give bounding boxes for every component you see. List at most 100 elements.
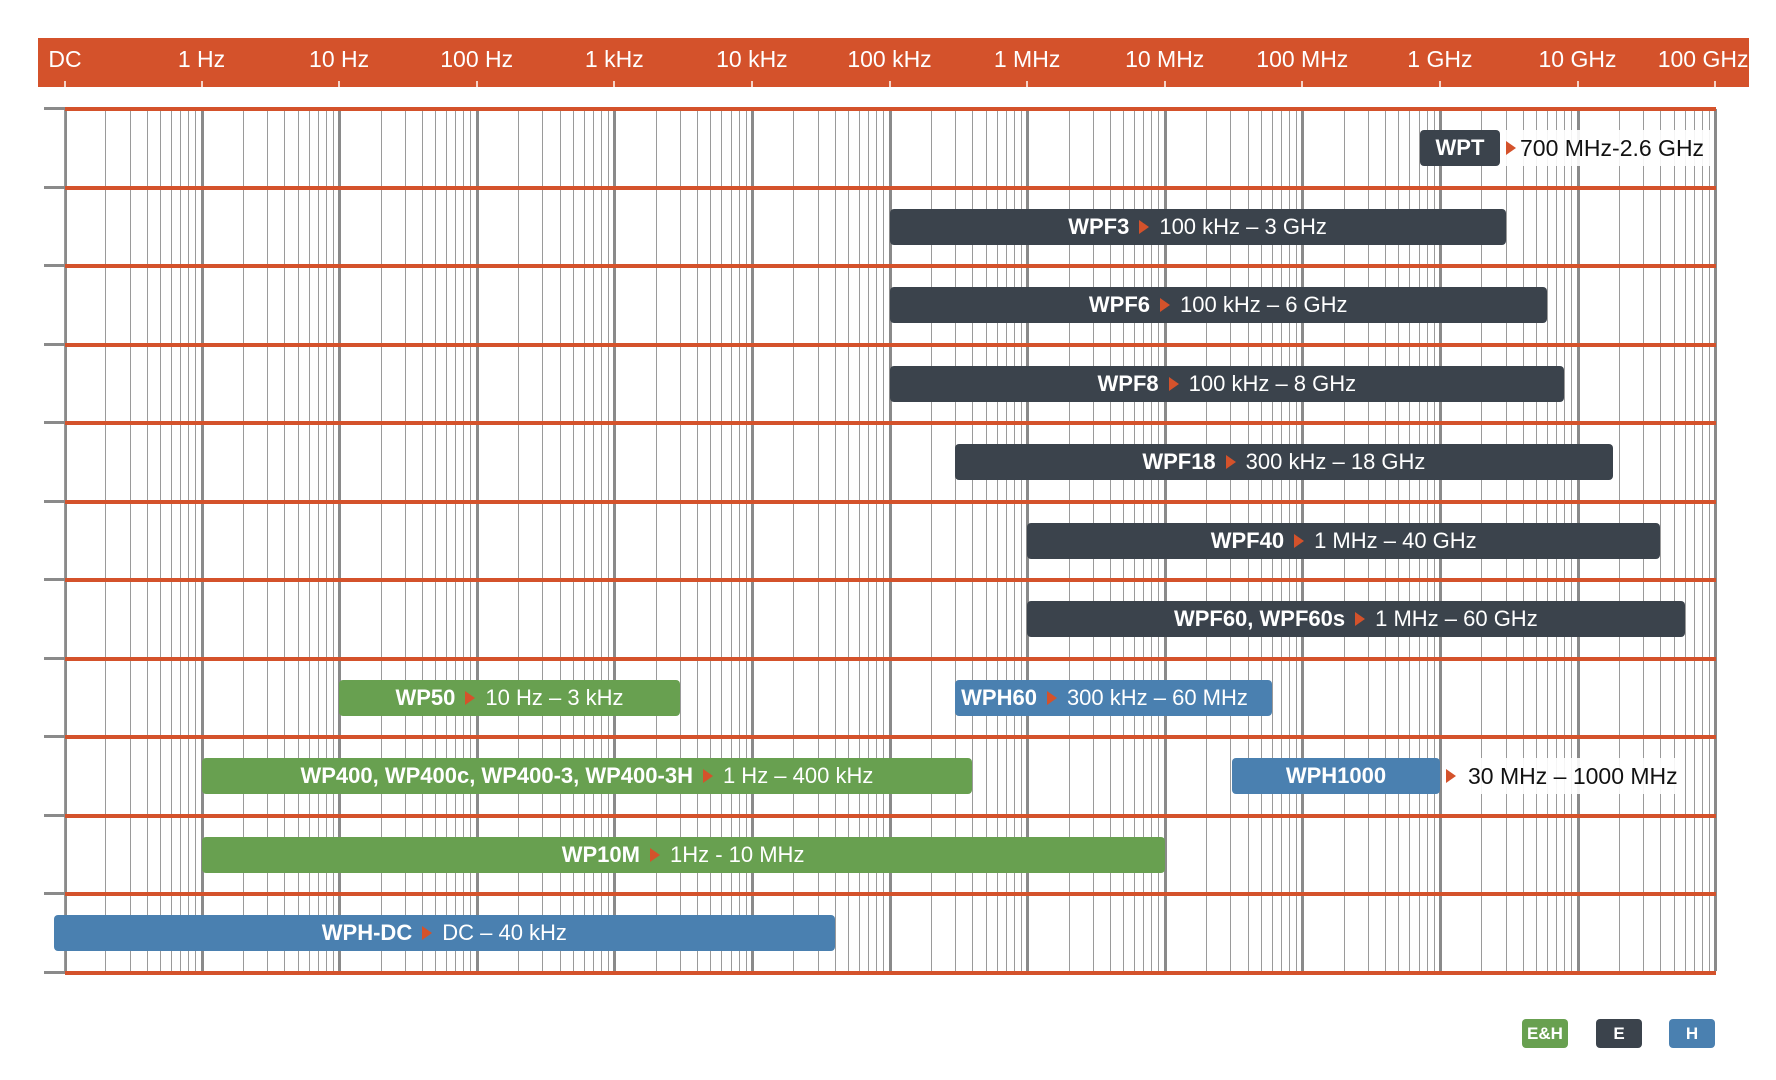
arrow-icon [1355, 612, 1366, 627]
grid-vertical-line [160, 109, 162, 971]
axis-tick-mark [613, 81, 616, 87]
axis-tick-mark [338, 81, 341, 87]
row-tick [44, 656, 65, 660]
grid-vertical-line [1708, 109, 1710, 971]
bar-range: 10 Hz – 3 kHz [485, 684, 624, 710]
bar-name: WPT [1435, 135, 1485, 161]
axis-tick-mark [1026, 81, 1029, 87]
axis-tick-mark [475, 81, 478, 87]
grid-row-divider [65, 735, 1716, 739]
bar-wpf60-wpf60s: WPF60, WPF60s 1 MHz – 60 GHz [1027, 601, 1685, 638]
bar-name: WP50 [395, 684, 456, 710]
grid-row-divider [65, 892, 1716, 896]
row-tick [44, 107, 65, 110]
row-tick [44, 970, 65, 974]
bar-wp400-wp400c-wp400-3-wp400-3h: WP400, WP400c, WP400-3, WP400-3H 1 Hz – 4… [201, 758, 973, 795]
grid-vertical-line [63, 109, 65, 971]
bar-wpf8: WPF8 100 kHz – 8 GHz [889, 365, 1565, 402]
bar-name: WPF40 [1210, 527, 1285, 553]
bar-range: 1 MHz – 40 GHz [1314, 527, 1477, 553]
axis-tick-mark [64, 81, 66, 87]
bar-wp50: WP50 10 Hz – 3 kHz [339, 679, 680, 716]
bar-name: WP400, WP400c, WP400-3, WP400-3H [300, 763, 693, 789]
axis-tick-label: 100 kHz [847, 46, 932, 72]
row-tick [44, 421, 65, 424]
row-tick [44, 735, 65, 738]
arrow-icon [422, 926, 433, 941]
bar-wpf40: WPF40 1 MHz – 40 GHz [1027, 522, 1661, 559]
legend-eh: E&H [1522, 1019, 1568, 1048]
row-tick [44, 578, 65, 581]
bar-range: 1 Hz – 400 kHz [722, 763, 874, 789]
bar-name: WPF8 [1097, 370, 1159, 396]
bar-range: 100 kHz – 6 GHz [1180, 292, 1348, 318]
bar-name: WPF3 [1068, 213, 1130, 239]
axis-tick-mark [200, 81, 203, 87]
grid-vertical-line [129, 109, 131, 971]
bar-wph60: WPH60 300 kHz – 60 MHz [955, 679, 1272, 716]
grid-vertical-line [146, 109, 148, 971]
axis-tick-label: 1 MHz [993, 46, 1061, 72]
grid-vertical-line [170, 109, 172, 971]
arrow-icon [649, 847, 660, 862]
grid-row-divider [65, 421, 1716, 425]
frequency-axis-header: DC 1 Hz 10 Hz 100 Hz 1 kHz 10 kHz 100 kHz 1 MHz… [38, 38, 1749, 87]
axis-tick-label: 100 Hz [440, 46, 514, 72]
bar-range: 100 kHz – 3 GHz [1159, 213, 1327, 239]
axis-tick-label: 1 Hz [177, 46, 226, 72]
grid-vertical-line [1693, 109, 1695, 971]
legend-e: E [1596, 1019, 1642, 1048]
axis-tick-mark [1714, 81, 1717, 87]
axis-tick-label: 1 GHz [1407, 46, 1473, 72]
grid-row-divider [65, 342, 1716, 347]
arrow-icon [465, 690, 476, 705]
arrow-icon [1046, 690, 1057, 705]
bar-range: DC – 40 kHz [442, 920, 567, 946]
axis-tick-label: 1 kHz [584, 46, 644, 72]
row-tick [44, 342, 65, 346]
bar-range: 100 kHz – 8 GHz [1188, 370, 1357, 396]
bar-wph-dc: WPH-DC DC – 40 kHz [54, 915, 835, 952]
grid-vertical-line [188, 109, 190, 971]
bar-name: WPH-DC [321, 920, 413, 946]
row-tick [44, 813, 65, 817]
bar-range-label: 700 MHz-2.6 GHz [1502, 130, 1711, 167]
grid-row-divider [65, 578, 1716, 582]
grid-row-divider [65, 656, 1716, 661]
grid-row-divider [65, 499, 1716, 504]
row-tick [44, 499, 65, 503]
bar-wph1000: WPH1000 [1232, 758, 1440, 795]
row-tick [44, 892, 65, 895]
bar-name: WPH1000 [1285, 763, 1387, 789]
arrow-icon [1168, 376, 1179, 391]
bar-wpf18: WPF18 300 kHz – 18 GHz [955, 444, 1613, 481]
bar-wpf6: WPF6 100 kHz – 6 GHz [889, 287, 1547, 324]
bar-wp10m: WP10M 1Hz - 10 MHz [201, 836, 1165, 873]
bar-name: WPF60, WPF60s [1173, 606, 1346, 632]
bar-range: 300 kHz – 60 MHz [1066, 684, 1248, 710]
axis-tick-mark [888, 81, 891, 87]
bar-name: WPF18 [1142, 449, 1216, 475]
bar-name: WPF6 [1088, 292, 1151, 318]
axis-tick-label: 100 GHz [1657, 46, 1749, 72]
arrow-icon [1294, 533, 1305, 548]
arrow-icon [702, 769, 713, 784]
axis-tick-mark [1576, 81, 1579, 87]
arrow-icon [1160, 298, 1171, 313]
axis-tick-label: 100 MHz [1256, 46, 1349, 72]
axis-tick-mark [1163, 81, 1166, 87]
grid-vertical-line [1660, 109, 1662, 971]
axis-tick-label: DC [48, 46, 82, 72]
grid-vertical-line [1701, 109, 1703, 971]
bar-range: 1Hz - 10 MHz [669, 841, 805, 867]
arrow-icon [1139, 219, 1150, 234]
bar-name: WP10M [561, 841, 640, 867]
row-tick [44, 264, 65, 267]
grid-row-divider [65, 264, 1716, 268]
grid-row-divider [65, 107, 1716, 111]
grid-vertical-line [105, 109, 107, 971]
axis-tick-mark [1301, 81, 1304, 87]
axis-tick-label: 10 MHz [1125, 46, 1205, 72]
axis-tick-label: 10 kHz [716, 46, 788, 72]
grid-row-divider [65, 970, 1716, 975]
